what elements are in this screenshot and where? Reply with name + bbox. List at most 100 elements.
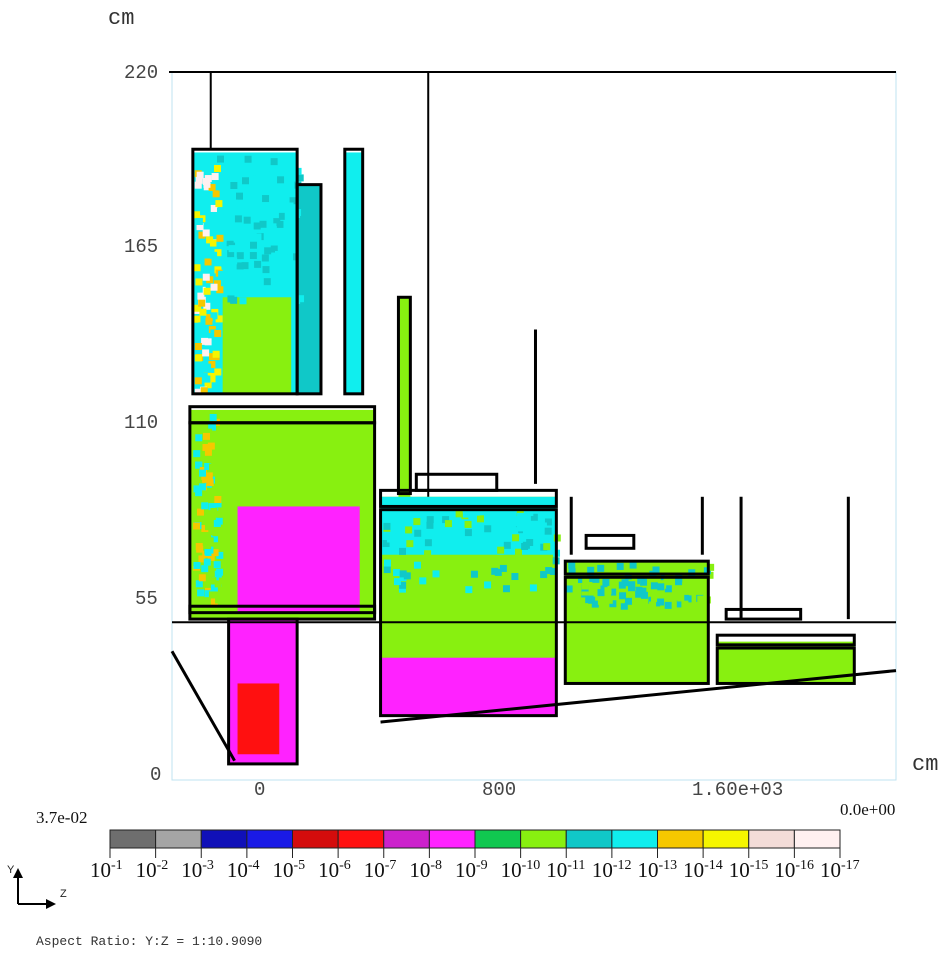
noise-cell [206, 537, 214, 545]
noise-cell [414, 529, 422, 537]
noise-cell [604, 592, 612, 600]
noise-cell [270, 195, 278, 203]
noise-cell [214, 580, 222, 588]
noise-cell [568, 596, 576, 604]
noise-cell [609, 588, 617, 596]
noise-cell [205, 428, 213, 436]
noise-cell [202, 273, 210, 281]
noise-cell [273, 186, 281, 194]
noise-cell [621, 579, 629, 587]
noise-cell [198, 299, 206, 307]
noise-cell [204, 549, 212, 557]
noise-cell [213, 519, 221, 527]
noise-cell [616, 562, 624, 570]
noise-cell [569, 584, 577, 592]
noise-cell [465, 586, 473, 594]
thin-plate-3 [724, 607, 803, 621]
noise-cell [215, 479, 223, 487]
noise-cell [279, 196, 287, 204]
noise-cell [210, 251, 218, 259]
upper-left-bar-2 [343, 147, 365, 396]
noise-cell [197, 292, 205, 300]
noise-cell [389, 516, 397, 524]
x-tick-0: 0 [254, 779, 266, 801]
colorbar-min-label: 0.0e+00 [840, 800, 896, 819]
noise-cell [280, 247, 288, 255]
noise-cell [597, 564, 605, 572]
right-cap-1 [563, 559, 710, 576]
noise-cell [227, 250, 235, 258]
noise-cell [286, 202, 294, 210]
noise-cell [597, 597, 605, 605]
noise-cell [228, 275, 236, 283]
noise-cell [203, 558, 211, 566]
noise-cell [206, 567, 214, 575]
noise-cell [444, 520, 452, 528]
noise-cell [203, 302, 211, 310]
noise-cell [193, 211, 201, 219]
noise-cell [212, 350, 220, 358]
colorbar-swatch [109, 829, 157, 849]
noise-cell [499, 564, 507, 572]
noise-cell [201, 565, 209, 573]
noise-cell [664, 585, 672, 593]
colorbar-swatch [155, 829, 202, 849]
noise-cell [592, 575, 600, 583]
noise-cell [419, 577, 427, 585]
noise-cell [204, 462, 212, 470]
noise-cell [224, 225, 232, 233]
noise-cell [234, 215, 242, 223]
noise-cell [244, 155, 252, 163]
noise-cell [462, 574, 470, 582]
noise-cell [202, 229, 210, 237]
noise-cell [650, 582, 658, 590]
noise-cell [216, 286, 224, 294]
noise-cell [277, 176, 285, 184]
colorbar-label: 10-15 [728, 858, 769, 882]
noise-cell [236, 262, 244, 270]
region-upper-left-block-core [222, 297, 292, 394]
colorbar-label: 10-13 [637, 858, 678, 882]
noise-cell [629, 561, 637, 569]
noise-cell [236, 279, 244, 287]
noise-cell [578, 576, 586, 584]
noise-cell [393, 578, 401, 586]
y-tick-110: 110 [124, 412, 159, 434]
noise-cell [209, 413, 217, 421]
noise-cell [277, 267, 285, 275]
noise-cell [204, 258, 212, 266]
colorbar-label: 10-9 [455, 858, 488, 882]
y-tick-0: 0 [150, 764, 162, 786]
colorbar-label: 10-17 [820, 858, 860, 882]
noise-cell [202, 178, 210, 186]
noise-cell [521, 558, 529, 566]
noise-cell [201, 475, 209, 483]
noise-cell [203, 160, 211, 168]
heatmap-cells [189, 152, 855, 764]
noise-cell [197, 589, 205, 597]
noise-cell [514, 554, 522, 562]
colorbar-label: 10-1 [90, 858, 123, 882]
colorbar-swatch [748, 829, 795, 849]
noise-cell [196, 545, 204, 553]
noise-cell [516, 524, 524, 532]
noise-cell [224, 232, 232, 240]
noise-cell [205, 523, 213, 531]
noise-cell [195, 425, 203, 433]
noise-cell [684, 595, 692, 603]
noise-cell [426, 521, 434, 529]
noise-cell [210, 204, 218, 212]
noise-cell [522, 525, 530, 533]
noise-cell [211, 549, 219, 557]
noise-cell [470, 570, 478, 578]
colorbar-label: 10-8 [409, 858, 443, 882]
noise-cell [383, 522, 391, 530]
noise-cell [223, 222, 231, 230]
colorbar-swatch [657, 829, 704, 849]
noise-cell [199, 469, 207, 477]
right-structure-1 [563, 575, 710, 685]
noise-cell [706, 571, 714, 579]
colorbar-swatch [292, 829, 339, 849]
funnel-side [170, 650, 236, 762]
noise-cell [216, 586, 224, 594]
